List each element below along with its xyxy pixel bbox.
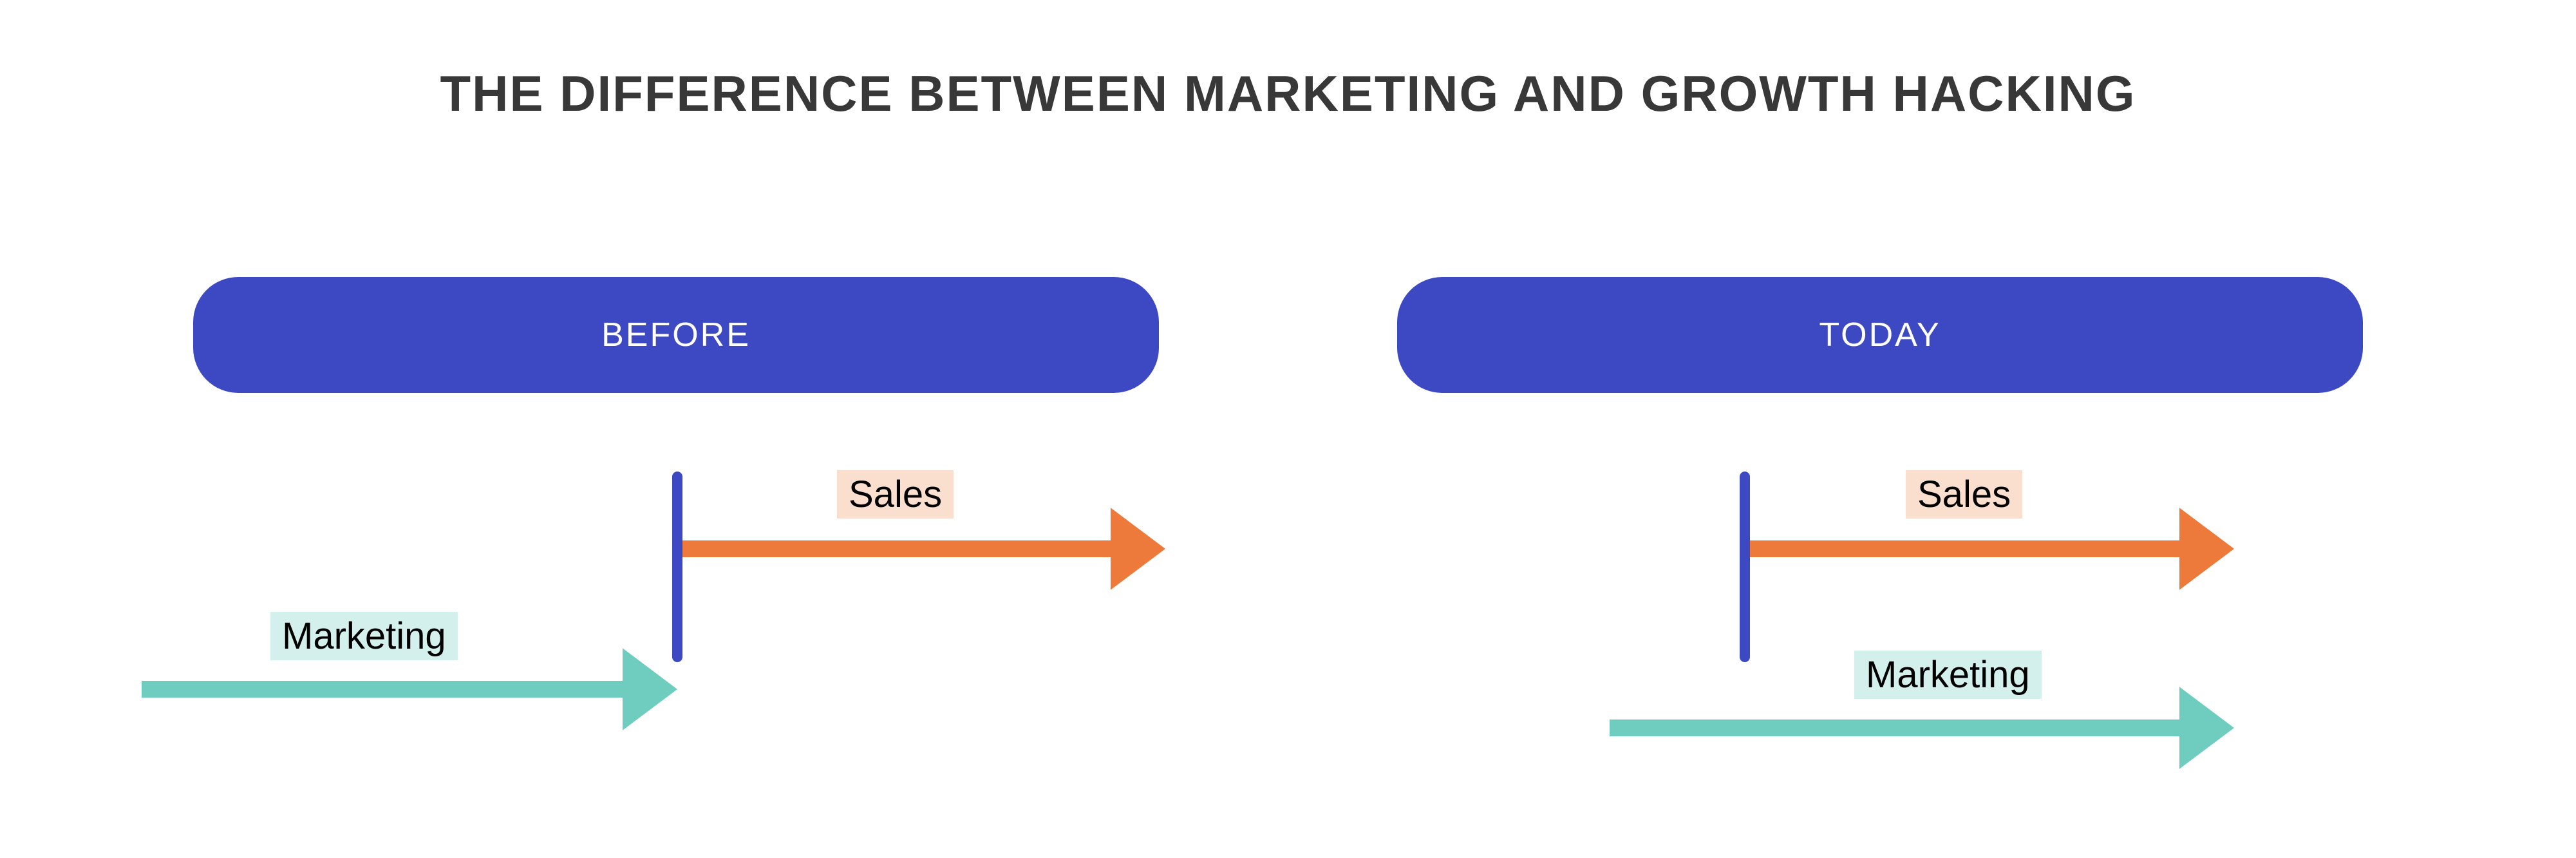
marketing-label: Marketing: [1854, 651, 2042, 699]
marketing-arrow: [142, 648, 677, 730]
panel-before: Marketing Sales: [142, 464, 1236, 799]
pill-today: TODAY: [1397, 277, 2363, 393]
panel-today-svg: [1610, 464, 2511, 799]
pill-before: BEFORE: [193, 277, 1159, 393]
sales-label: Sales: [1906, 470, 2022, 519]
sales-arrow: [1745, 508, 2234, 590]
marketing-label: Marketing: [270, 612, 458, 660]
page-title: THE DIFFERENCE BETWEEN MARKETING AND GRO…: [0, 64, 2576, 123]
marketing-arrow: [1610, 687, 2234, 769]
panel-today: Sales Marketing: [1610, 464, 2511, 799]
sales-label: Sales: [837, 470, 954, 519]
sales-arrow: [677, 508, 1165, 590]
